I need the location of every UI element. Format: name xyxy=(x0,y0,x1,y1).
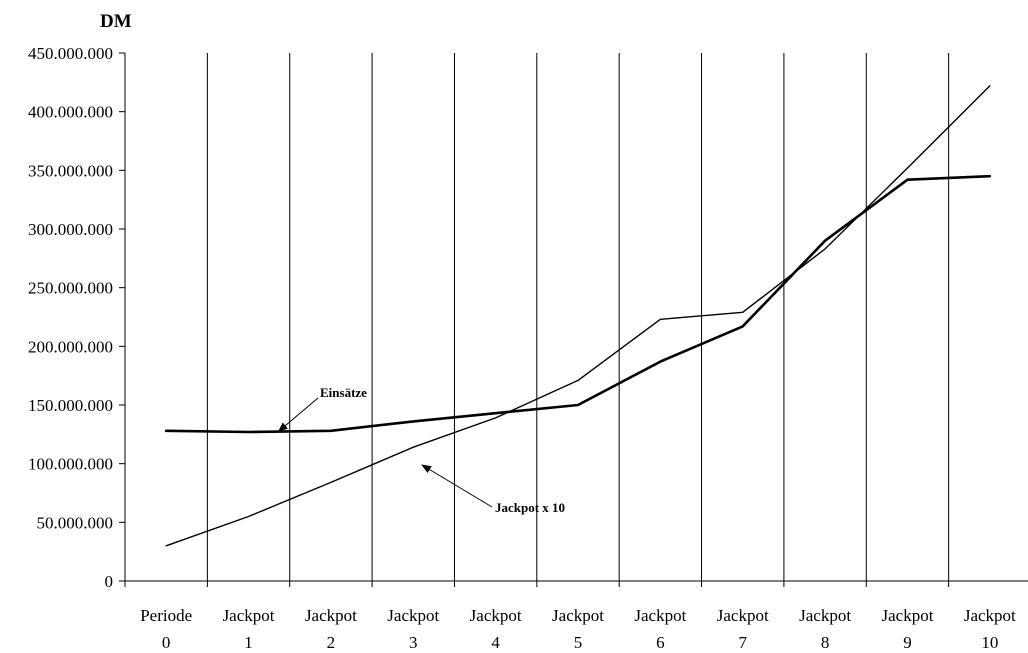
axes: 0 50.000.000 100.000.000 150.000.000 200.000… xyxy=(28,44,1028,652)
y-tick-label: 350.000.000 xyxy=(28,161,113,180)
x-tick-label: Jackpot xyxy=(305,606,357,625)
x-tick-label: 0 xyxy=(162,633,171,652)
x-tick-label: Jackpot xyxy=(634,606,686,625)
annotation-arrow-jackpot-x10 xyxy=(421,464,493,508)
x-tick-label: 2 xyxy=(327,633,336,652)
y-axis-unit-label: DM xyxy=(100,11,132,32)
x-tick-label: Periode xyxy=(140,606,192,625)
annotation-label-jackpot-x10: Jackpot x 10 xyxy=(495,500,565,515)
x-tick-label: 9 xyxy=(903,633,912,652)
x-tick-label: 1 xyxy=(244,633,253,652)
y-tick-label: 200.000.000 xyxy=(28,337,113,356)
annotation-label-einsaetze: Einsätze xyxy=(320,385,367,400)
x-tick-label: Jackpot xyxy=(964,606,1016,625)
gridlines xyxy=(206,53,950,581)
y-tick-label: 100.000.000 xyxy=(28,455,113,474)
y-tick-label: 250.000.000 xyxy=(28,279,113,298)
y-tick-label: 300.000.000 xyxy=(28,220,113,239)
x-tick-label: 10 xyxy=(981,633,998,652)
x-tick-label: Jackpot xyxy=(223,606,275,625)
x-tick-label: Jackpot xyxy=(717,606,769,625)
y-tick-label: 450.000.000 xyxy=(28,44,113,63)
annotation-arrow-einsaetze xyxy=(277,397,319,433)
series-line-jackpot-x10 xyxy=(165,85,991,547)
x-tick-label: 7 xyxy=(738,633,747,652)
x-tick-label: Jackpot xyxy=(799,606,851,625)
x-tick-label: Jackpot xyxy=(881,606,933,625)
x-tick-label: 6 xyxy=(656,633,665,652)
series-lines xyxy=(164,85,992,547)
y-tick-label: 0 xyxy=(105,572,114,591)
x-tick-label: Jackpot xyxy=(387,606,439,625)
x-tick-label: Jackpot xyxy=(552,606,604,625)
x-tick-label: Jackpot xyxy=(470,606,522,625)
x-tick-label: 4 xyxy=(491,633,500,652)
x-tick-label: 3 xyxy=(409,633,418,652)
series-line-einsaetze xyxy=(164,174,992,434)
x-tick-label: 5 xyxy=(574,633,583,652)
y-tick-label: 50.000.000 xyxy=(37,513,114,532)
y-tick-label: 150.000.000 xyxy=(28,396,113,415)
y-tick-label: 400.000.000 xyxy=(28,103,113,122)
annotations: Einsätze Jackpot x 10 xyxy=(277,385,565,515)
x-tick-label: 8 xyxy=(821,633,830,652)
